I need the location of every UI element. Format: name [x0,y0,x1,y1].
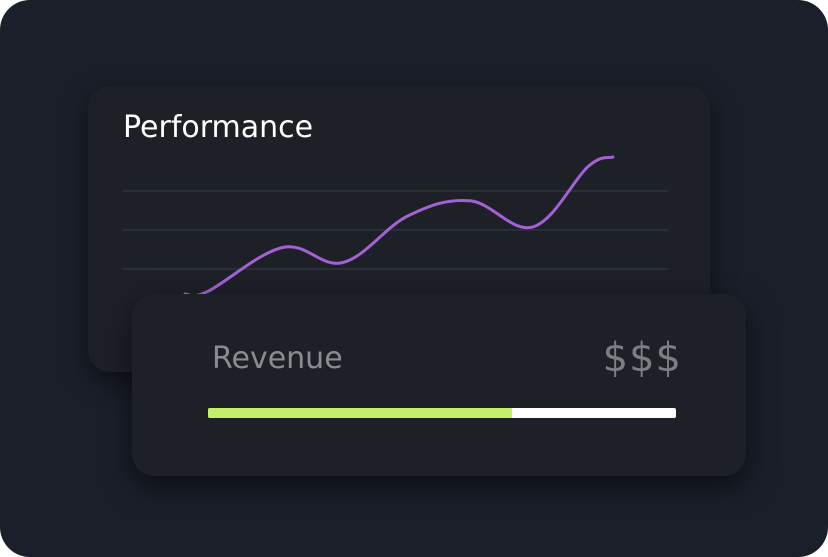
revenue-value: $$$ [602,335,682,381]
performance-title: Performance [123,110,314,145]
revenue-card: Revenue $$$ [132,294,746,476]
performance-line [183,155,615,298]
chart-gridlines [123,190,668,270]
revenue-progress-bar [208,408,676,418]
revenue-label: Revenue [212,341,343,376]
revenue-progress-fill [208,408,513,418]
performance-line-chart [123,155,668,298]
